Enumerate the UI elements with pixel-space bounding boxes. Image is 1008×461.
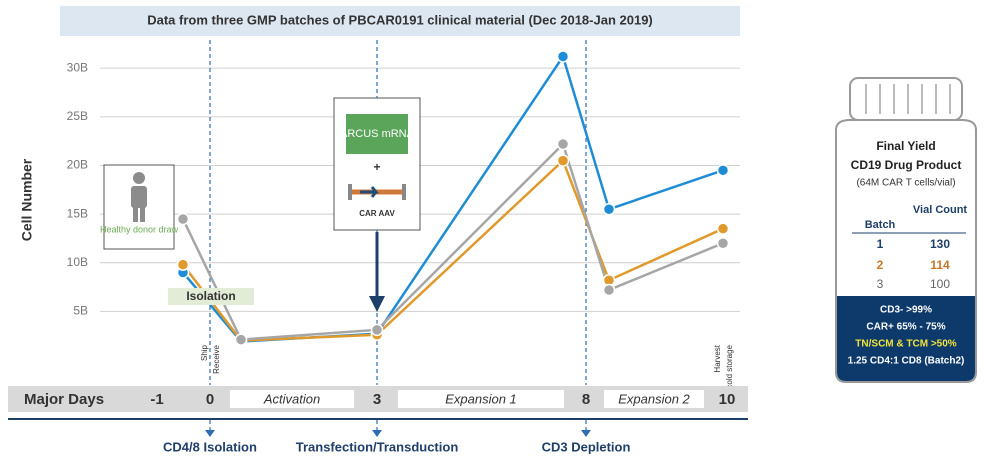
spec: CAR+ 65% - 75% [866, 322, 945, 333]
y-tick-label: 30B [67, 60, 88, 74]
event-stems [210, 420, 586, 432]
point [718, 238, 729, 249]
table-cell: 3 [877, 277, 884, 291]
cold-storage: cold storage [725, 344, 734, 388]
event-label: CD3 Depletion [542, 439, 631, 454]
y-tick-label: 25B [67, 109, 88, 123]
table-header: Batch [865, 219, 896, 231]
plus: + [373, 160, 380, 174]
point [718, 223, 729, 234]
table-cell: 2 [877, 258, 884, 272]
event-arrows [205, 430, 591, 437]
yield-title: Final Yield [876, 139, 935, 153]
event-label: Transfection/Transduction [296, 439, 459, 454]
phase: Expansion 2 [618, 391, 690, 406]
series-line [183, 144, 723, 340]
chart-title: Data from three GMP batches of PBCAR0191… [147, 12, 653, 27]
timeline-label: Major Days [24, 391, 104, 408]
point [372, 324, 383, 335]
point [178, 259, 189, 270]
point [236, 334, 247, 345]
bottle [836, 78, 976, 382]
y-tick-label: 5B [73, 304, 88, 318]
table-cell: 1 [877, 237, 884, 251]
y-axis-label: Cell Number [19, 158, 35, 241]
day: 8 [582, 391, 590, 408]
event-label: CD4/8 Isolation [163, 439, 257, 454]
point [604, 204, 615, 215]
arcus-label: ARCUS mRNA [340, 128, 415, 140]
yield-note: (64M CAR T cells/vial) [856, 178, 955, 189]
ship: Ship [200, 344, 209, 361]
arrow-head [369, 296, 385, 312]
y-tick-label: 20B [67, 158, 88, 172]
point [604, 284, 615, 295]
y-tick-label: 15B [67, 206, 88, 220]
y-tick-label: 10B [67, 255, 88, 269]
day: 0 [206, 391, 214, 408]
point [558, 155, 569, 166]
day: 3 [373, 391, 381, 408]
table-header: Vial Count [913, 204, 968, 216]
spec: TN/SCM & TCM >50% [855, 339, 957, 350]
harvest: Harvest [713, 344, 722, 372]
point [558, 139, 569, 150]
phase: Activation [263, 391, 320, 406]
table-cell: 100 [930, 277, 950, 291]
day: 10 [719, 391, 736, 408]
chart: Data from three GMP batches of PBCAR0191… [0, 0, 1008, 461]
isolation-label: Isolation [186, 289, 235, 303]
day: -1 [150, 391, 163, 408]
aav-label: CAR AAV [359, 209, 395, 218]
arcus-box: ARCUS mRNA + CAR AAV [334, 98, 420, 230]
spec: CD3- >99% [880, 305, 932, 316]
phase: Expansion 1 [445, 391, 517, 406]
series-line [183, 57, 723, 342]
donor-box: Healthy donor draw [100, 165, 179, 249]
point [718, 165, 729, 176]
point [178, 213, 189, 224]
point [558, 51, 569, 62]
yield-product: CD19 Drug Product [851, 158, 962, 172]
receive: Receive [212, 344, 221, 373]
table-cell: 114 [930, 258, 950, 272]
donor-label: Healthy donor draw [100, 224, 179, 234]
plot [178, 51, 729, 347]
series-line [183, 161, 723, 341]
table-cell: 130 [930, 237, 950, 251]
spec: 1.25 CD4:1 CD8 (Batch2) [848, 356, 965, 367]
